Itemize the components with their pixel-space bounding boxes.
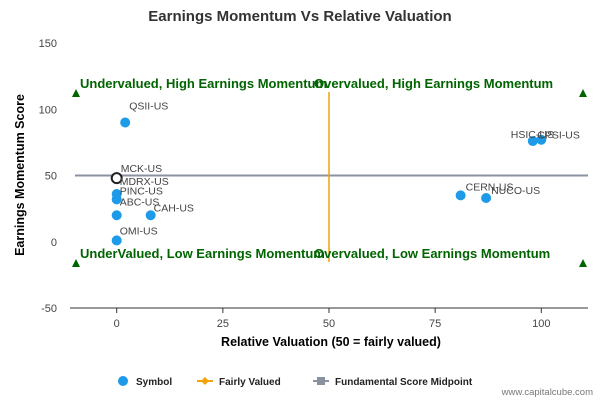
quadrant-marker-triangle — [72, 259, 80, 267]
legend-fairly-valued-label: Fairly Valued — [219, 377, 281, 388]
quadrant-marker-triangle — [72, 89, 80, 97]
y-tick-label: 0 — [51, 237, 57, 249]
y-tick-label: -50 — [41, 303, 57, 315]
quadrant-label-bottom-left: UnderValued, Low Earnings Momentum — [80, 246, 325, 261]
data-point-highlighted — [110, 172, 123, 185]
x-tick-label: 75 — [429, 318, 441, 330]
data-point-label: HSIC-US — [511, 129, 554, 141]
legend-midpoint-marker — [317, 377, 325, 385]
quadrant-label-bottom-right: Overvalued, Low Earnings Momentum — [314, 246, 550, 261]
legend-symbol-marker — [118, 376, 128, 386]
quadrant-labels: Undervalued, High Earnings MomentumOverv… — [72, 76, 587, 267]
quadrant-marker-triangle — [579, 89, 587, 97]
legend-midpoint-label: Fundamental Score Midpoint — [335, 377, 473, 388]
quadrant-label-top-right: Overvalued, High Earnings Momentum — [314, 76, 553, 91]
data-point-label: PINC-US — [120, 185, 163, 197]
data-point-label: QSII-US — [129, 101, 168, 113]
y-tick-label: 100 — [39, 104, 57, 116]
y-axis-label: Earnings Momentum Score — [13, 94, 27, 256]
data-point — [527, 136, 538, 147]
data-point — [120, 117, 131, 128]
data-point — [481, 193, 492, 204]
quadrant-label-top-left: Undervalued, High Earnings Momentum — [80, 76, 327, 91]
data-point — [111, 194, 122, 205]
data-point — [455, 190, 466, 201]
quadrant-marker-triangle — [579, 259, 587, 267]
chart-title: Earnings Momentum Vs Relative Valuation — [148, 8, 451, 25]
data-point-label: OMI-US — [120, 225, 158, 237]
y-tick-label: 150 — [39, 38, 57, 50]
data-point — [145, 210, 156, 221]
data-point-label: MDRX-US — [120, 176, 169, 188]
reference-lines — [75, 92, 588, 262]
data-point-label: CAH-US — [154, 202, 194, 214]
x-tick-label: 0 — [114, 318, 120, 330]
data-point-label: ABC-US — [120, 196, 160, 208]
data-point-label: NUCO-US — [491, 185, 540, 197]
axes: 0 25 50 75 100 -50 0 50 100 150 — [39, 38, 588, 330]
x-tick-label: 25 — [217, 318, 229, 330]
x-axis-label: Relative Valuation (50 = fairly valued) — [221, 335, 441, 349]
x-tick-label: 50 — [323, 318, 335, 330]
data-point — [536, 134, 547, 145]
data-point — [111, 235, 122, 246]
data-point-label: CERN-US — [466, 181, 514, 193]
data-point-label: CPSI-US — [537, 130, 580, 142]
legend-symbol-label: Symbol — [136, 377, 172, 388]
legend-fairly-valued-marker — [201, 377, 209, 385]
legend: Symbol Fairly Valued Fundamental Score Mid… — [118, 376, 473, 388]
x-tick-label: 100 — [532, 318, 550, 330]
data-point — [111, 210, 122, 221]
y-tick-label: 50 — [45, 171, 57, 183]
credit-text: www.capitalcube.com — [501, 387, 593, 398]
data-point-label: MCK-US — [121, 163, 162, 175]
